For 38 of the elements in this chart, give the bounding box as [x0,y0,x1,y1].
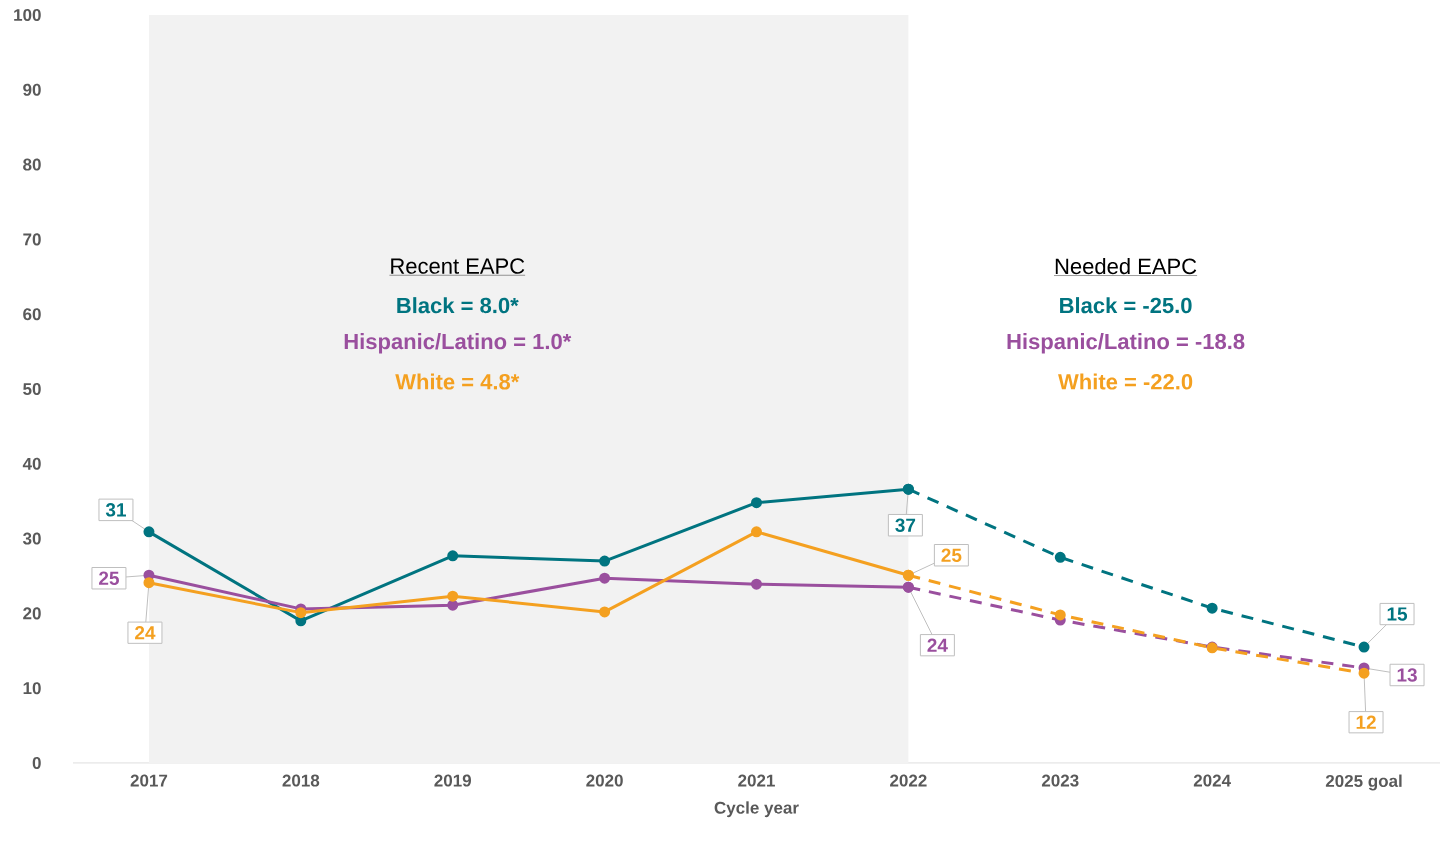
data-label: 12 [1356,715,1376,729]
annotation: Black = 8.0* [397,297,519,314]
x-tick-label: 2019 [434,774,471,787]
data-label: 24 [927,638,948,652]
x-tick-label: 2018 [282,774,320,787]
data-label: 37 [895,518,916,532]
data-label: 25 [99,571,119,585]
x-tick-label: 2025 goal [1325,774,1402,791]
data-label: 24 [135,626,156,640]
annotation: White = 4.8* [395,373,520,390]
y-tick-label: 20 [23,607,41,620]
annotation: Recent EAPC [391,258,525,274]
x-tick-label: 2023 [1041,774,1079,787]
y-tick-label: 30 [22,532,41,545]
data-label: 15 [1387,607,1408,621]
y-tick-label: 10 [23,682,41,695]
annotation: Hispanic/Latino = 1.0* [344,333,572,354]
annotation: Needed EAPC [1055,257,1197,275]
y-tick-label: 80 [23,158,41,171]
x-tick-label: 2022 [890,774,927,787]
y-tick-label: 100 [14,8,41,22]
x-axis-title: Cycle year [714,801,799,818]
y-tick-label: 70 [23,233,41,246]
x-tick-label: 2024 [1193,774,1231,787]
y-tick-label: 0 [32,756,41,770]
data-label: 31 [105,503,126,517]
x-tick-label: 2017 [130,774,168,787]
data-label: 25 [941,548,962,562]
y-tick-label: 50 [23,382,41,396]
annotation: Hispanic/Latino = -18.8 [1007,333,1245,354]
y-tick-label: 60 [23,308,41,321]
x-tick-label: 2021 [738,774,775,787]
y-tick-label: 40 [22,457,41,470]
annotation: White = -22.0 [1058,373,1193,390]
y-tick-label: 90 [23,83,41,96]
annotation: Black = -25.0 [1060,297,1192,314]
x-tick-label: 2020 [586,774,623,787]
data-label: 13 [1397,668,1417,682]
